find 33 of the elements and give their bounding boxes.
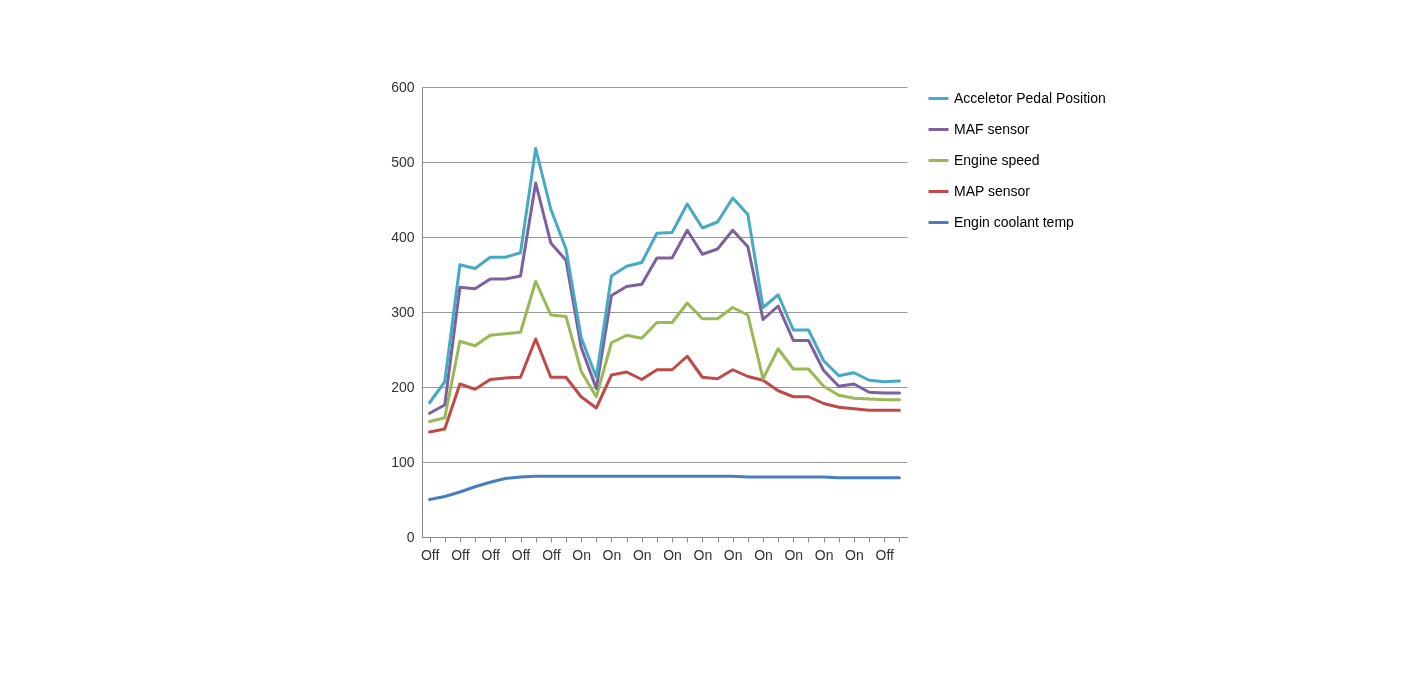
legend-label: MAP sensor <box>954 182 1031 199</box>
x-tick-label: On <box>784 546 804 563</box>
line-series <box>428 147 901 405</box>
x-tick-label: On <box>632 546 652 563</box>
x-tick-label: On <box>602 546 622 563</box>
x-tick-label: On <box>754 546 773 563</box>
x-tick-label: On <box>572 546 591 563</box>
x-tick-label: On <box>663 546 682 563</box>
x-tick-label: Off <box>420 546 440 563</box>
x-tick-label: Off <box>511 546 531 563</box>
y-tick-label: 100 <box>391 453 415 470</box>
x-tick-label: On <box>845 546 864 563</box>
line-series <box>428 279 901 423</box>
legend-label: Acceletor Pedal Position <box>954 89 1106 106</box>
x-tick-label: On <box>814 546 834 563</box>
y-tick-label: 0 <box>406 528 415 545</box>
x-tick-label: Off <box>451 546 470 563</box>
x-tick-label: Off <box>481 546 501 563</box>
line-series <box>428 474 901 501</box>
x-tick-label: Off <box>542 546 561 563</box>
x-tick-label: Off <box>875 546 895 563</box>
x-tick-label: On <box>693 546 713 563</box>
line-series <box>428 181 901 415</box>
y-tick-label: 200 <box>391 378 415 395</box>
y-tick-label: 300 <box>391 303 415 320</box>
line-series <box>428 337 901 434</box>
legend-label: Engin coolant temp <box>954 213 1075 230</box>
y-tick-label: 400 <box>391 228 415 245</box>
legend-label: MAF sensor <box>954 120 1030 137</box>
x-tick-label: On <box>723 546 743 563</box>
y-tick-label: 600 <box>391 78 415 95</box>
legend-label: Engine speed <box>954 151 1040 168</box>
y-tick-label: 500 <box>391 153 415 170</box>
